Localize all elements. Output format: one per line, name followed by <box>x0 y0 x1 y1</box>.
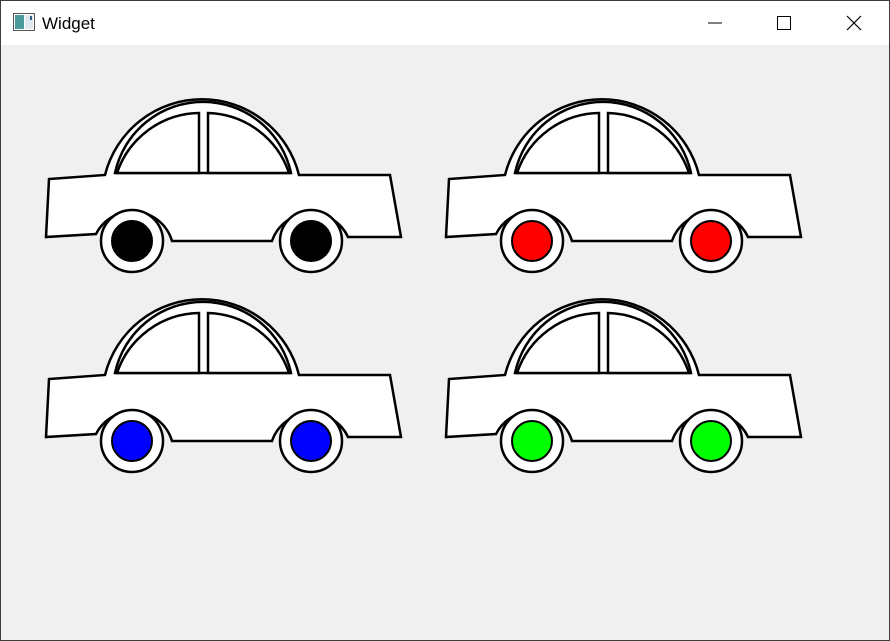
wheel-right <box>290 420 332 462</box>
wheel-left <box>511 420 553 462</box>
maximize-icon <box>777 16 791 30</box>
wheel-left <box>111 420 153 462</box>
car-2 <box>444 98 803 274</box>
wheel-right <box>690 220 732 262</box>
wheel-left <box>111 220 153 262</box>
close-icon <box>846 15 862 31</box>
minimize-button[interactable] <box>680 1 750 45</box>
wheel-right <box>690 420 732 462</box>
wheel-left <box>511 220 553 262</box>
car-1 <box>44 98 403 274</box>
minimize-icon <box>708 22 722 24</box>
window-title: Widget <box>42 14 95 33</box>
drawing-canvas <box>44 98 803 474</box>
car-3 <box>44 298 403 474</box>
maximize-button[interactable] <box>749 1 819 45</box>
app-window-icon <box>13 13 35 31</box>
car-4 <box>444 298 803 474</box>
wheel-right <box>290 220 332 262</box>
close-button[interactable] <box>819 1 889 45</box>
title-bar[interactable]: Widget <box>1 1 889 45</box>
